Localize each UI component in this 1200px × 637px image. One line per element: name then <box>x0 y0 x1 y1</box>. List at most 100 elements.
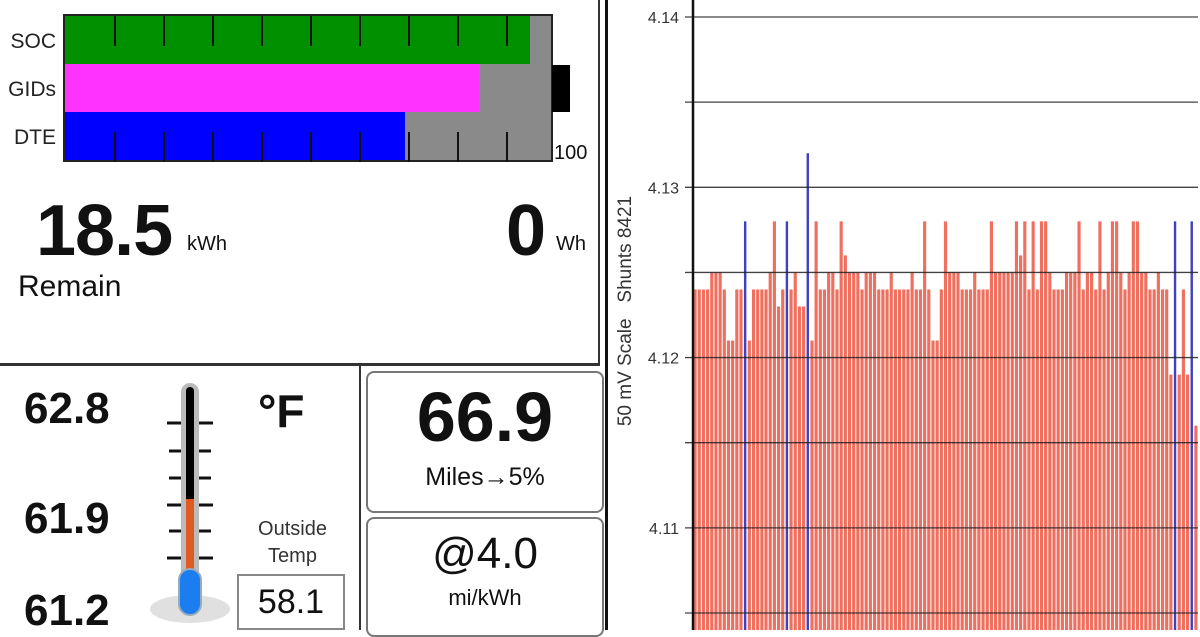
used-unit: Wh <box>556 233 586 255</box>
cell-bar <box>718 272 722 630</box>
cell-bar <box>697 289 701 630</box>
cell-bar <box>906 289 910 630</box>
cell-bar <box>827 272 831 630</box>
cell-bar <box>760 289 764 630</box>
cell-bar <box>1023 221 1027 630</box>
shunt-bar <box>1173 221 1177 630</box>
cell-bar <box>747 340 751 630</box>
soc-bar <box>65 16 530 64</box>
battery-panel: SOC GIDs DTE 100 18.5 kWh Remain 0 Wh <box>0 0 600 366</box>
cell-bar <box>1031 221 1035 630</box>
cell-bar <box>710 272 714 630</box>
cell-bar <box>1077 221 1081 630</box>
cell-bar <box>1044 221 1048 630</box>
cell-bar <box>789 289 793 630</box>
pack-temp-low: 61.2 <box>24 586 110 635</box>
cell-voltage-chart-panel: 50 mV Scale Shunts 8421 4.14 4.13 4.12 4.11 <box>605 0 1200 630</box>
cell-bar <box>943 221 948 630</box>
cell-bar <box>1027 289 1031 630</box>
temp-unit: °F <box>258 385 305 437</box>
cell-bar <box>731 340 735 630</box>
gauge-tick <box>163 16 165 46</box>
cell-bar <box>1135 221 1140 630</box>
cell-bar <box>923 221 927 630</box>
cell-bar <box>927 289 931 630</box>
cell-bar <box>973 272 977 630</box>
cell-bar <box>1115 221 1119 630</box>
gauge-tick <box>457 132 459 162</box>
cell-bar <box>885 289 889 630</box>
cell-bar <box>764 289 768 630</box>
miles-label: Miles→5% <box>425 463 545 491</box>
cell-bar <box>1106 272 1110 630</box>
cell-bar <box>693 289 697 630</box>
gauge-tick <box>359 132 361 162</box>
shunt-bar <box>743 221 747 630</box>
cell-bar <box>818 289 822 630</box>
cell-bar <box>860 289 864 630</box>
cell-bar <box>714 272 718 630</box>
cell-bar <box>1035 289 1039 630</box>
y-tick-label: 4.11 <box>649 521 679 538</box>
miles-value: 66.9 <box>416 378 554 456</box>
battery-terminal-icon <box>552 65 570 112</box>
cell-bar <box>993 272 998 630</box>
cell-bar <box>1081 289 1085 630</box>
cell-bar <box>989 221 993 630</box>
cell-bar <box>948 272 952 630</box>
used-value: 0 <box>506 191 546 271</box>
scale-max-label: 100 <box>554 142 588 164</box>
cell-bar <box>872 272 877 630</box>
cell-bar <box>981 289 985 630</box>
cell-bar <box>835 289 839 630</box>
cell-bar <box>1094 289 1098 630</box>
cell-bar <box>868 272 872 630</box>
cell-bar <box>1156 272 1160 630</box>
cell-bar <box>831 272 835 630</box>
cell-bar <box>985 289 989 630</box>
gauge-tick <box>261 16 263 46</box>
cell-bar <box>751 289 756 630</box>
cell-bar <box>1160 289 1165 630</box>
range-card: 66.9 Miles→5% <box>366 371 604 513</box>
cell-bar <box>877 289 881 630</box>
gids-label: GIDs <box>8 78 56 101</box>
gauge-tick <box>408 132 410 162</box>
gauge-tick <box>408 16 410 46</box>
cell-bar <box>1056 289 1060 630</box>
efficiency-value: @4.0 <box>432 529 538 578</box>
cell-bar <box>1119 272 1123 630</box>
shunt-bar <box>1190 221 1193 630</box>
battery-gauge <box>63 14 553 162</box>
y-tick-label: 4.12 <box>648 351 679 368</box>
cell-bar <box>781 289 785 630</box>
outside-temp-label: Outside Temp <box>258 518 327 567</box>
cell-bar <box>1014 221 1019 630</box>
cell-bar <box>1123 289 1127 630</box>
cell-bar <box>1039 221 1044 630</box>
thermometer-icon <box>150 383 230 623</box>
cell-bar <box>1140 272 1144 630</box>
shunt-bar <box>785 221 789 630</box>
cell-bar <box>722 289 726 630</box>
cell-voltage-chart: 4.14 4.13 4.12 4.11 <box>648 0 1198 630</box>
cell-bar <box>1177 374 1181 630</box>
gauge-tick <box>114 16 116 46</box>
gauge-tick <box>114 132 116 162</box>
remain-unit: kWh <box>187 233 227 255</box>
cell-bar <box>1006 272 1010 630</box>
cell-bar <box>964 289 968 630</box>
cell-bar <box>1131 221 1135 630</box>
cell-bar <box>797 306 802 630</box>
gauge-tick <box>212 132 214 162</box>
cell-bar <box>756 289 760 630</box>
outside-temp-value: 58.1 <box>237 574 345 630</box>
remain-value: 18.5 <box>36 191 173 271</box>
cell-bar <box>1052 289 1056 630</box>
cell-bar <box>1181 289 1185 630</box>
cell-bar <box>910 272 914 630</box>
cell-bar <box>1010 272 1014 630</box>
cell-bar <box>1127 272 1131 630</box>
cell-bar <box>1102 289 1106 630</box>
cell-bar <box>968 289 973 630</box>
